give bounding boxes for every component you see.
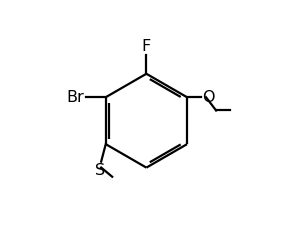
Text: O: O	[202, 90, 214, 105]
Text: F: F	[142, 39, 151, 54]
Text: S: S	[95, 163, 105, 178]
Text: Br: Br	[67, 90, 85, 105]
